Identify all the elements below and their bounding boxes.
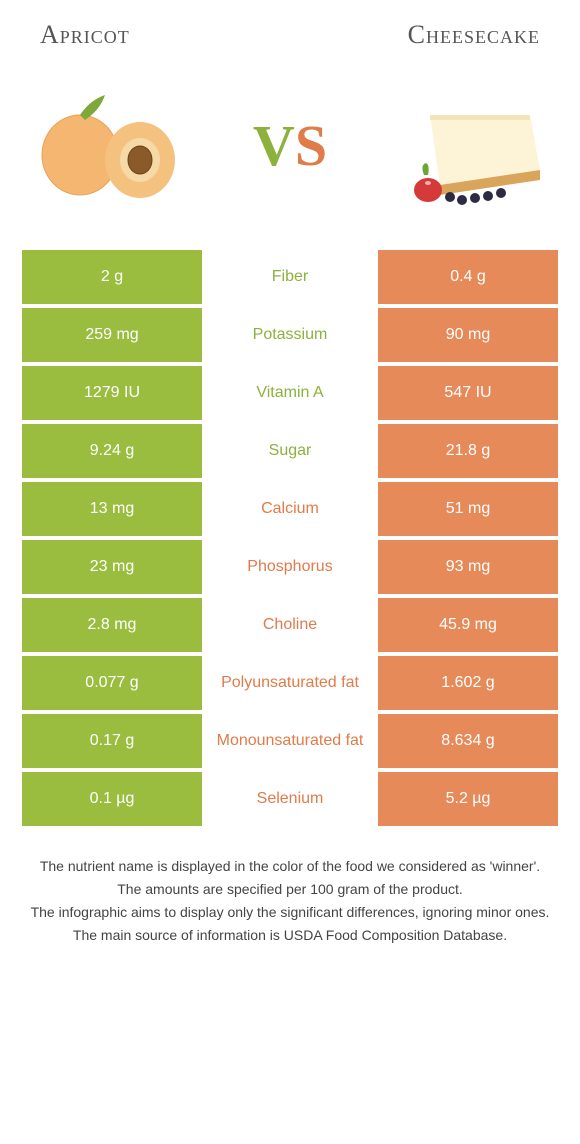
nutrient-label: Polyunsaturated fat: [202, 656, 378, 710]
nutrient-row: 2 gFiber0.4 g: [22, 250, 558, 304]
nutrient-row: 0.077 gPolyunsaturated fat1.602 g: [22, 656, 558, 710]
nutrient-label: Monounsaturated fat: [202, 714, 378, 768]
nutrient-row: 23 mgPhosphorus93 mg: [22, 540, 558, 594]
nutrient-label: Potassium: [202, 308, 378, 362]
left-value-cell: 2.8 mg: [22, 598, 202, 652]
right-value-cell: 1.602 g: [378, 656, 558, 710]
nutrient-label: Phosphorus: [202, 540, 378, 594]
nutrient-table: 2 gFiber0.4 g259 mgPotassium90 mg1279 IU…: [22, 250, 558, 826]
right-value-cell: 93 mg: [378, 540, 558, 594]
left-value-cell: 0.17 g: [22, 714, 202, 768]
nutrient-label: Selenium: [202, 772, 378, 826]
left-value-cell: 23 mg: [22, 540, 202, 594]
right-value-cell: 5.2 µg: [378, 772, 558, 826]
nutrient-row: 1279 IUVitamin A547 IU: [22, 366, 558, 420]
nutrient-row: 259 mgPotassium90 mg: [22, 308, 558, 362]
header-row: Apricot Cheesecake: [0, 0, 580, 60]
nutrient-label: Sugar: [202, 424, 378, 478]
right-value-cell: 45.9 mg: [378, 598, 558, 652]
left-value-cell: 0.1 µg: [22, 772, 202, 826]
vs-v-letter: V: [253, 113, 295, 178]
nutrient-label: Vitamin A: [202, 366, 378, 420]
nutrient-row: 13 mgCalcium51 mg: [22, 482, 558, 536]
right-value-cell: 547 IU: [378, 366, 558, 420]
nutrient-row: 0.17 gMonounsaturated fat8.634 g: [22, 714, 558, 768]
nutrient-label: Calcium: [202, 482, 378, 536]
footer-line-3: The infographic aims to display only the…: [30, 902, 550, 923]
nutrient-row: 2.8 mgCholine45.9 mg: [22, 598, 558, 652]
nutrient-label: Fiber: [202, 250, 378, 304]
vs-label: VS: [253, 112, 327, 179]
left-value-cell: 1279 IU: [22, 366, 202, 420]
nutrient-row: 9.24 gSugar21.8 g: [22, 424, 558, 478]
right-value-cell: 8.634 g: [378, 714, 558, 768]
footer-notes: The nutrient name is displayed in the co…: [30, 856, 550, 946]
footer-line-2: The amounts are specified per 100 gram o…: [30, 879, 550, 900]
apricot-image: [30, 75, 190, 215]
footer-line-1: The nutrient name is displayed in the co…: [30, 856, 550, 877]
apricot-icon: [30, 75, 190, 215]
left-value-cell: 259 mg: [22, 308, 202, 362]
footer-line-4: The main source of information is USDA F…: [30, 925, 550, 946]
left-value-cell: 0.077 g: [22, 656, 202, 710]
images-row: VS: [0, 60, 580, 240]
left-food-title: Apricot: [40, 20, 130, 50]
right-value-cell: 21.8 g: [378, 424, 558, 478]
vs-s-letter: S: [295, 113, 327, 178]
right-food-title: Cheesecake: [408, 20, 540, 50]
nutrient-row: 0.1 µgSelenium5.2 µg: [22, 772, 558, 826]
left-value-cell: 2 g: [22, 250, 202, 304]
right-value-cell: 51 mg: [378, 482, 558, 536]
right-value-cell: 0.4 g: [378, 250, 558, 304]
cheesecake-icon: [390, 75, 550, 215]
right-value-cell: 90 mg: [378, 308, 558, 362]
left-value-cell: 13 mg: [22, 482, 202, 536]
nutrient-label: Choline: [202, 598, 378, 652]
left-value-cell: 9.24 g: [22, 424, 202, 478]
cheesecake-image: [390, 75, 550, 215]
